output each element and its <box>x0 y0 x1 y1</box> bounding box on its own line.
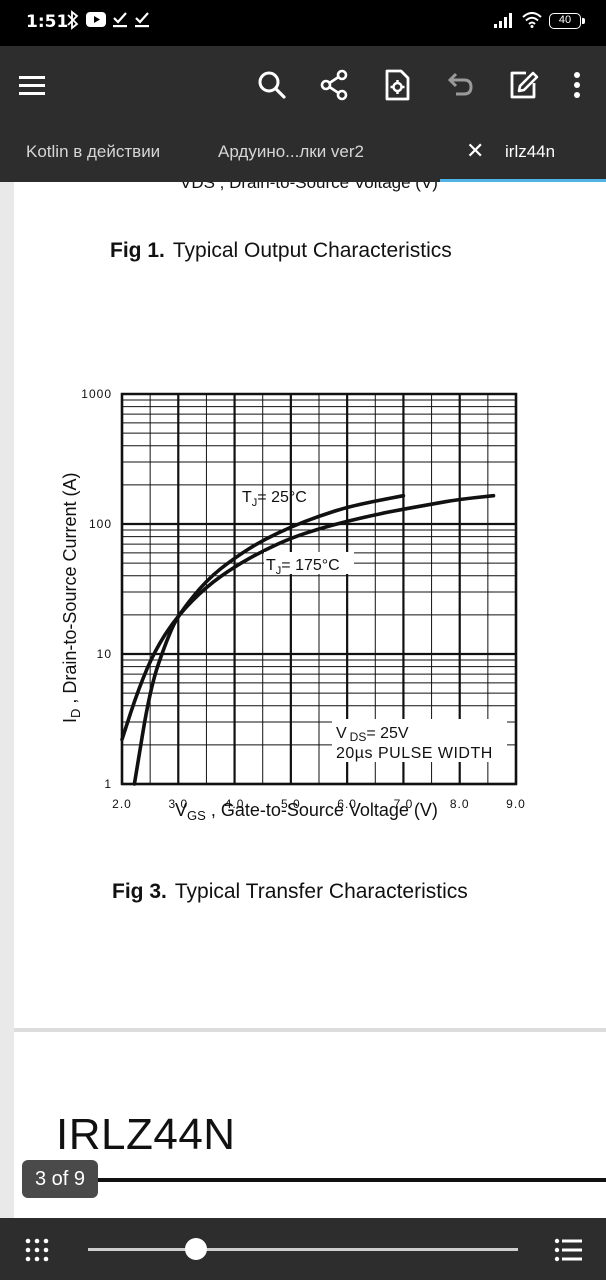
close-tab-icon[interactable]: ✕ <box>466 139 485 164</box>
x-tick-label: 8.0 <box>450 797 470 811</box>
y-axis-label: ID , Drain-to-Source Current (A) <box>60 473 83 723</box>
y-tick-label: 1 <box>104 777 112 791</box>
fig3-caption-number: Fig 3. <box>112 880 167 903</box>
page-slider-track[interactable] <box>88 1248 518 1251</box>
page-slider-thumb[interactable] <box>184 1238 207 1260</box>
battery-icon: 40 <box>549 13 585 29</box>
share-icon[interactable] <box>313 64 355 106</box>
next-page-heading: IRLZ44N <box>56 1110 236 1159</box>
toolbar <box>0 46 606 124</box>
tab-irlz44n[interactable]: irlz44n <box>505 142 556 161</box>
document-page[interactable]: VDS , Drain-to-Source Voltage (V) Fig 1.… <box>14 182 606 1028</box>
series-label-tj25: TJ= 25°C <box>242 489 307 509</box>
edit-icon[interactable] <box>502 64 544 106</box>
document-settings-icon[interactable] <box>376 64 418 106</box>
youtube-icon <box>86 12 106 31</box>
series-line-tj25 <box>132 493 406 786</box>
document-page-next[interactable]: IRLZ44N <box>14 1032 606 1218</box>
x-tick-label: 5.0 <box>281 797 301 811</box>
x-tick-label: 9.0 <box>506 797 526 811</box>
fig1-caption-text: Typical Output Characteristics <box>172 239 452 262</box>
status-bar: 1:51 40 <box>0 0 606 46</box>
tab-arduino[interactable]: Ардуино...лки ver2 <box>218 142 364 161</box>
fig1-caption-number: Fig 1. <box>110 239 165 262</box>
more-vert-icon[interactable] <box>556 64 598 106</box>
x-tick-label: 7.0 <box>394 797 414 811</box>
fig1-caption: Fig 1. Typical Output Characteristics <box>110 239 452 263</box>
bottom-bar <box>0 1218 606 1280</box>
x-tick-label: 6.0 <box>337 797 357 811</box>
active-tab-indicator <box>440 179 606 182</box>
thumbnails-grid-icon[interactable] <box>24 1237 50 1263</box>
transfer-characteristics-chart: 2.0 3.0 4.0 5.0 6.0 7.0 8.0 9.0 1 10 100 1000 TJ= 2… <box>60 387 526 823</box>
download-done-icon <box>134 11 150 33</box>
page-separator <box>14 1028 606 1032</box>
y-tick-label: 10 <box>97 647 112 661</box>
series-label-tj175: TJ= 175°C <box>266 557 340 577</box>
heading-rule <box>94 1178 606 1182</box>
x-tick-label: 3.0 <box>168 797 188 811</box>
menu-icon[interactable] <box>11 64 53 106</box>
page-indicator: 3 of 9 <box>22 1160 98 1198</box>
x-axis-label: VGS , Gate-to-Source Voltage (V) <box>175 800 438 823</box>
undo-icon[interactable] <box>439 64 481 106</box>
chart-ticks: 2.0 3.0 4.0 5.0 6.0 7.0 8.0 9.0 1 10 100 1000 <box>81 387 526 811</box>
series-line-tj175 <box>120 493 496 742</box>
chart-series <box>120 493 496 786</box>
bluetooth-icon <box>66 10 80 34</box>
x-tick-label: 4.0 <box>225 797 245 811</box>
series-label-bg <box>264 552 354 574</box>
annotation-bg <box>332 719 507 762</box>
fig3-caption-text: Typical Transfer Characteristics <box>174 880 468 903</box>
fig3-caption: Fig 3. Typical Transfer Characteristics <box>112 880 468 904</box>
search-icon[interactable] <box>250 64 292 106</box>
annotation-vds: V DS= 25V <box>336 725 409 744</box>
x-tick-label: 2.0 <box>112 797 132 811</box>
fig1-axis-label-cutoff: VDS , Drain-to-Source Voltage (V) <box>180 182 438 192</box>
signal-icon <box>494 13 514 33</box>
y-tick-label: 1000 <box>81 387 112 401</box>
annotation-pulse-width: 20µs PULSE WIDTH <box>336 745 493 762</box>
download-done-icon <box>112 11 128 33</box>
wifi-icon <box>522 12 542 32</box>
tab-kotlin[interactable]: Kotlin в действии <box>26 142 161 161</box>
y-tick-label: 100 <box>89 517 112 531</box>
outline-list-icon[interactable] <box>554 1237 584 1263</box>
tab-bar: Kotlin в действии Ардуино...лки ver2 ✕ i… <box>0 124 606 182</box>
status-time: 1:51 <box>26 12 69 32</box>
